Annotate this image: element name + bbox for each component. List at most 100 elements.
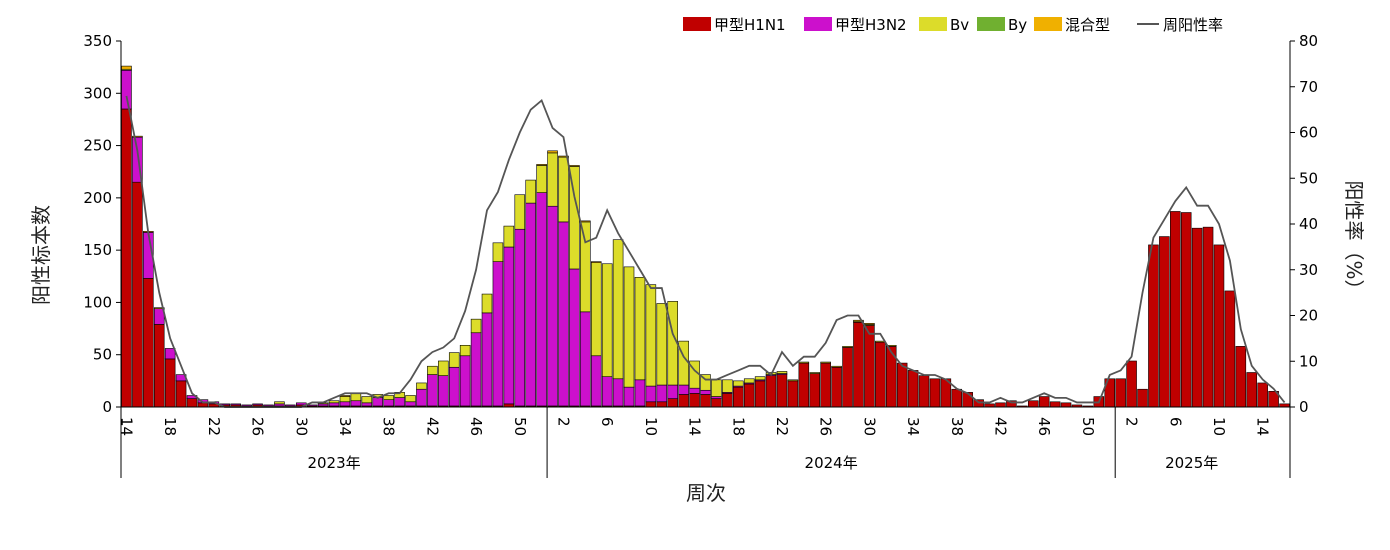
bar-0-2	[143, 278, 154, 408]
y-tick-label-5: 250	[83, 137, 112, 155]
bar-1-40	[558, 221, 569, 407]
bar-1-24	[383, 399, 394, 407]
bar-1-12	[252, 403, 263, 406]
bar-2-66	[842, 346, 853, 348]
bar-0-50	[667, 398, 678, 408]
bar-0-73	[918, 375, 930, 408]
bar-0-66	[842, 347, 853, 408]
bar-2-40	[558, 156, 569, 223]
axes-layer: 0501001502002503003500102030405060708014…	[83, 32, 1318, 478]
bar-1-35	[503, 246, 515, 405]
x-tick-label-5: 34	[336, 417, 354, 436]
x-tick-label-23: 2	[1123, 417, 1141, 427]
legend-swatch-4	[1034, 17, 1062, 31]
bar-0-78	[973, 399, 984, 408]
x-tick-label-10: 2	[554, 417, 572, 427]
y-tick-label-2: 100	[83, 293, 112, 311]
bar-2-50	[667, 301, 678, 386]
x-tick-label-11: 6	[598, 417, 616, 427]
x-tick-label-18: 34	[904, 417, 922, 436]
bar-2-24	[383, 395, 394, 400]
bar-1-45	[612, 378, 624, 407]
y2-tick-label-7: 70	[1299, 78, 1318, 96]
x-tick-label-17: 30	[860, 417, 878, 436]
bar-2-31	[459, 344, 471, 357]
bar-0-104	[1257, 382, 1268, 408]
legend-label-4: 混合型	[1065, 16, 1110, 34]
bar-4-0	[121, 65, 132, 70]
x-tick-label-26: 14	[1254, 417, 1272, 436]
legend-label-2: Bv	[950, 16, 969, 34]
bar-0-77	[962, 392, 973, 408]
x-tick-label-9: 50	[511, 417, 529, 436]
bar-2-62	[798, 361, 810, 364]
bar-0-49	[656, 401, 668, 408]
bar-2-70	[885, 344, 897, 347]
bar-0-5	[175, 380, 187, 408]
x-tick-label-16: 26	[817, 417, 835, 436]
bar-2-29	[438, 360, 449, 376]
bar-0-93	[1137, 388, 1148, 408]
x-tick-label-24: 6	[1166, 417, 1184, 427]
bar-1-23	[372, 397, 384, 407]
bar-1-48	[645, 385, 657, 403]
bar-2-30	[448, 352, 460, 368]
legend-label-1: 甲型H3N2	[835, 16, 907, 34]
bar-4-43	[590, 261, 602, 263]
bar-1-17	[306, 404, 318, 407]
legend-label-0: 甲型H1N1	[714, 16, 786, 34]
bar-0-71	[896, 362, 908, 408]
bar-2-21	[350, 393, 362, 402]
x-tick-label-6: 38	[380, 417, 398, 436]
bar-1-28	[427, 374, 438, 407]
bar-1-43	[590, 355, 602, 407]
bar-2-58	[754, 376, 766, 381]
bar-1-38	[536, 192, 547, 407]
bar-0-64	[820, 362, 831, 408]
x-tick-label-22: 50	[1079, 417, 1097, 436]
bar-2-42	[580, 221, 591, 313]
bar-2-33	[481, 293, 493, 314]
y-tick-label-4: 200	[83, 189, 112, 207]
bar-1-30	[448, 366, 460, 407]
y-tick-label-6: 300	[83, 84, 112, 102]
bar-1-26	[405, 401, 416, 407]
bar-1-19	[328, 402, 340, 407]
bar-1-47	[634, 379, 646, 407]
bar-0-94	[1148, 244, 1159, 408]
bar-1-11	[241, 404, 252, 407]
x-tick-label-4: 30	[292, 417, 310, 436]
bar-0-97	[1180, 212, 1192, 408]
bar-1-46	[623, 386, 635, 407]
bar-2-49	[656, 303, 668, 386]
x-axis-title: 周次	[686, 481, 726, 505]
y2-tick-label-2: 20	[1299, 307, 1318, 325]
bar-0-98	[1191, 227, 1203, 408]
bar-1-44	[601, 376, 613, 407]
bar-0-58	[754, 380, 766, 408]
bar-0-59	[765, 375, 777, 408]
bar-0-91	[1115, 378, 1126, 408]
bar-1-42	[580, 311, 591, 407]
bar-2-55	[722, 379, 733, 393]
legend-swatch-2	[919, 17, 947, 31]
x-tick-label-19: 38	[948, 417, 966, 436]
bar-1-54	[711, 396, 722, 399]
bar-1-4	[164, 348, 176, 360]
bar-1-32	[470, 332, 482, 407]
bar-0-7	[197, 402, 209, 408]
bar-0-6	[186, 398, 198, 408]
bar-2-57	[743, 378, 755, 384]
y2-tick-label-1: 10	[1299, 352, 1318, 370]
bar-1-31	[459, 355, 471, 407]
bar-1-39	[547, 205, 558, 407]
bar-0-54	[711, 398, 722, 408]
bar-0-51	[678, 394, 689, 408]
bar-0-84	[1038, 396, 1050, 408]
x-tick-label-3: 26	[249, 417, 267, 436]
bar-2-48	[645, 284, 657, 387]
bar-2-53	[700, 374, 711, 391]
bar-2-22	[361, 396, 373, 404]
x-tick-label-20: 42	[991, 417, 1009, 436]
x-tick-label-21: 46	[1035, 417, 1053, 436]
